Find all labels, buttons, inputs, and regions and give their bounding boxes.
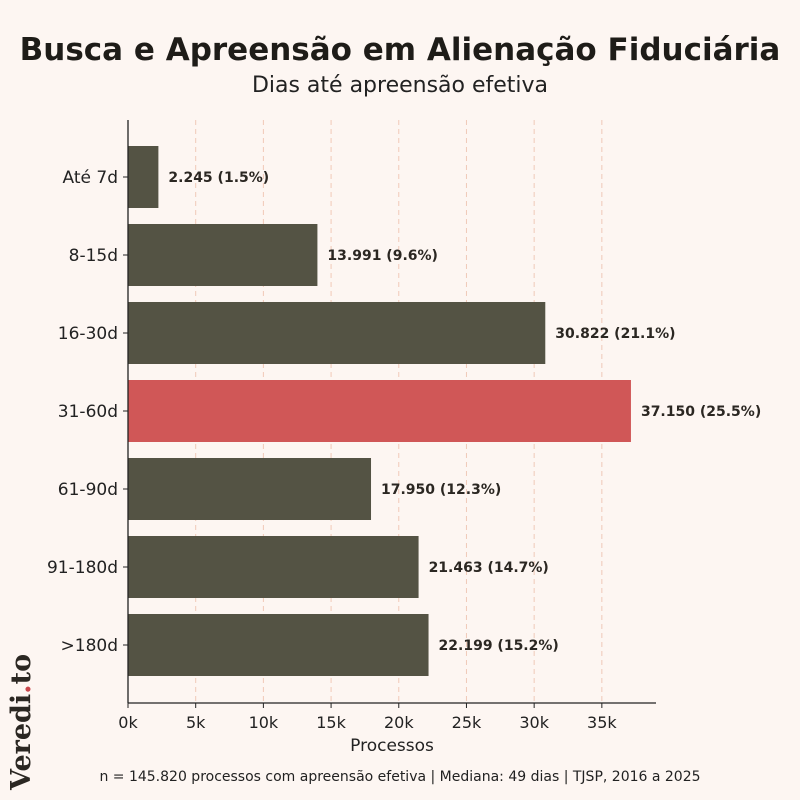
x-tick-label: 35k xyxy=(587,713,617,732)
data-label: 30.822 (21.1%) xyxy=(555,326,675,342)
bar-61-90d xyxy=(128,458,372,520)
bar-16-30d xyxy=(128,302,546,364)
veredito-logo: Veredi.to xyxy=(6,653,37,790)
bar-8-15d xyxy=(128,224,318,286)
chart-title: Busca e Apreensão em Alienação Fiduciári… xyxy=(19,32,781,68)
bar-91-180d xyxy=(128,536,419,598)
x-tick-label: 25k xyxy=(452,713,482,732)
bar-31-60d xyxy=(128,380,631,442)
y-tick-label: 31-60d xyxy=(58,402,118,422)
y-tick-label: 8-15d xyxy=(69,246,118,266)
data-label: 2.245 (1.5%) xyxy=(168,170,269,186)
x-axis-label: Processos xyxy=(350,736,434,756)
x-tick-label: 0k xyxy=(118,713,138,732)
y-tick-label: 16-30d xyxy=(58,324,118,344)
data-label: 13.991 (9.6%) xyxy=(327,248,438,264)
footer-note: n = 145.820 processos com apreensão efet… xyxy=(99,769,701,785)
y-tick-label: >180d xyxy=(61,636,118,656)
bar-Até 7d xyxy=(128,146,159,208)
x-tick-label: 30k xyxy=(519,713,549,732)
x-tick-label: 20k xyxy=(384,713,414,732)
y-tick-label: 61-90d xyxy=(58,480,118,500)
y-tick-label: Até 7d xyxy=(63,168,118,188)
chart-subtitle: Dias até apreensão efetiva xyxy=(251,73,549,98)
x-tick-label: 5k xyxy=(186,713,206,732)
data-label: 17.950 (12.3%) xyxy=(381,482,501,498)
data-label: 37.150 (25.5%) xyxy=(641,404,761,420)
y-tick-label: 91-180d xyxy=(47,558,118,578)
data-label: 22.199 (15.2%) xyxy=(439,638,559,654)
bar->180d xyxy=(128,614,429,676)
x-tick-label: 10k xyxy=(249,713,279,732)
data-label: 21.463 (14.7%) xyxy=(429,560,549,576)
x-tick-label: 15k xyxy=(316,713,346,732)
